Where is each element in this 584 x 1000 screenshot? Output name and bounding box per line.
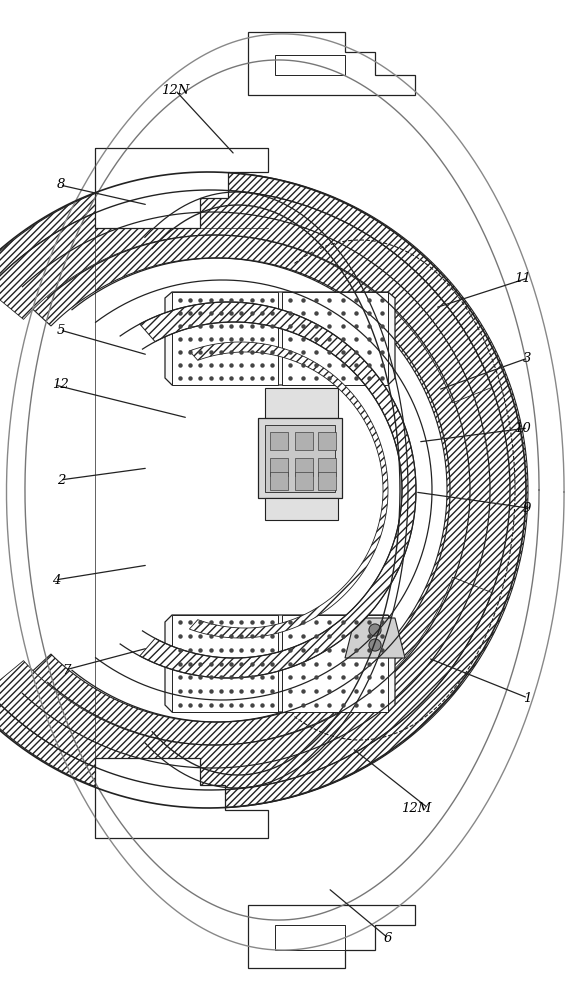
Polygon shape (172, 292, 278, 385)
Polygon shape (270, 472, 288, 490)
Polygon shape (258, 418, 342, 498)
Text: 3: 3 (523, 352, 531, 364)
Text: 12N: 12N (161, 84, 189, 97)
Polygon shape (172, 615, 278, 712)
Polygon shape (265, 425, 335, 492)
Text: 12: 12 (52, 378, 69, 391)
Polygon shape (248, 905, 415, 968)
Polygon shape (270, 432, 288, 450)
Polygon shape (295, 432, 313, 450)
Polygon shape (165, 615, 395, 712)
Text: 12M: 12M (401, 802, 431, 814)
Text: 8: 8 (57, 178, 65, 192)
Polygon shape (248, 32, 415, 95)
Text: 7: 7 (62, 664, 71, 676)
Polygon shape (282, 292, 388, 385)
Polygon shape (318, 458, 336, 476)
Polygon shape (265, 388, 338, 418)
Circle shape (369, 639, 381, 651)
Polygon shape (282, 615, 388, 712)
Polygon shape (275, 55, 345, 75)
Text: 1: 1 (523, 692, 531, 704)
Text: 9: 9 (523, 502, 531, 514)
Polygon shape (189, 342, 388, 638)
Polygon shape (0, 577, 492, 790)
Polygon shape (318, 432, 336, 450)
Polygon shape (345, 618, 405, 658)
Text: 10: 10 (515, 422, 531, 434)
Circle shape (369, 624, 381, 636)
Text: 4: 4 (52, 574, 60, 586)
Polygon shape (275, 925, 345, 950)
Text: 5: 5 (57, 324, 65, 336)
Polygon shape (0, 190, 492, 403)
Text: 11: 11 (515, 271, 531, 284)
Polygon shape (95, 148, 268, 228)
Polygon shape (318, 472, 336, 490)
Polygon shape (95, 758, 268, 838)
Polygon shape (165, 292, 395, 385)
Polygon shape (0, 172, 528, 808)
Polygon shape (140, 302, 416, 678)
Text: 2: 2 (57, 474, 65, 487)
Polygon shape (265, 498, 338, 520)
Polygon shape (295, 472, 313, 490)
Text: 6: 6 (384, 932, 392, 944)
Polygon shape (295, 458, 313, 476)
Polygon shape (270, 458, 288, 476)
